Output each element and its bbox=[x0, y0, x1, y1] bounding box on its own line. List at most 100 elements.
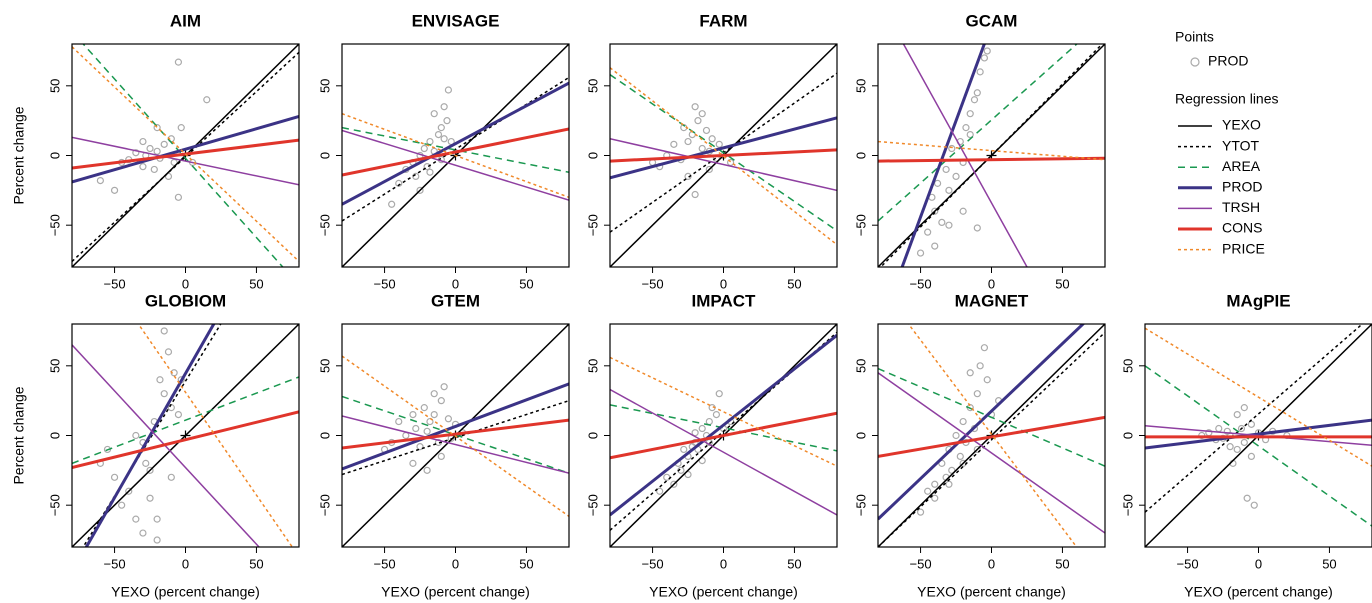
x-axis-label: YEXO (percent change) bbox=[111, 584, 260, 600]
plot-area bbox=[342, 324, 569, 547]
point bbox=[976, 68, 984, 76]
plot-frame bbox=[877, 323, 1106, 548]
x-tick-label: −50 bbox=[1177, 556, 1199, 571]
point bbox=[426, 168, 434, 176]
point bbox=[118, 501, 126, 509]
point bbox=[942, 165, 950, 174]
point bbox=[670, 480, 678, 488]
regression-line bbox=[342, 76, 569, 222]
regression-line bbox=[72, 46, 299, 262]
legend-label: PROD bbox=[1222, 179, 1262, 195]
y-tick-label: 0 bbox=[585, 152, 600, 159]
point bbox=[970, 96, 979, 104]
regression-line bbox=[342, 81, 569, 206]
point bbox=[705, 417, 713, 426]
y-tick-label: −50 bbox=[47, 214, 62, 236]
regression-line bbox=[878, 44, 1105, 267]
y-tick-label: 50 bbox=[585, 79, 600, 93]
point bbox=[139, 163, 147, 171]
panel-title: MAGNET bbox=[955, 291, 1029, 310]
x-tick-label: 50 bbox=[787, 556, 801, 571]
regression-line bbox=[72, 344, 261, 547]
y-tick-label: 0 bbox=[317, 432, 332, 439]
point bbox=[125, 487, 133, 495]
y-axis-label: Percent change bbox=[11, 106, 27, 204]
point bbox=[444, 415, 453, 423]
point bbox=[980, 344, 989, 352]
point bbox=[663, 473, 671, 481]
plot-area bbox=[342, 44, 569, 267]
point bbox=[139, 529, 147, 537]
plot-frame bbox=[1144, 323, 1372, 548]
point bbox=[160, 327, 168, 335]
x-axis-label: YEXO (percent change) bbox=[381, 584, 530, 600]
point bbox=[952, 172, 960, 181]
regression-line bbox=[610, 331, 837, 531]
point bbox=[966, 130, 974, 139]
regression-line bbox=[342, 415, 569, 474]
point bbox=[160, 390, 168, 398]
point bbox=[156, 376, 164, 384]
regression-line bbox=[610, 333, 837, 517]
regression-line bbox=[878, 372, 1105, 534]
regression-line bbox=[342, 129, 569, 201]
point bbox=[174, 58, 183, 66]
point bbox=[423, 163, 431, 171]
point bbox=[132, 149, 140, 157]
point bbox=[153, 515, 161, 523]
legend-label: PRICE bbox=[1222, 240, 1265, 256]
point bbox=[656, 487, 664, 495]
point bbox=[708, 135, 716, 143]
point bbox=[916, 508, 925, 516]
plot-frame bbox=[609, 43, 838, 268]
point bbox=[426, 417, 434, 426]
point bbox=[694, 117, 702, 125]
point bbox=[430, 410, 438, 419]
x-tick-label: 50 bbox=[249, 276, 263, 291]
y-tick-label: −50 bbox=[1120, 494, 1135, 516]
point bbox=[959, 207, 967, 215]
point bbox=[150, 165, 158, 174]
plot-area bbox=[1145, 324, 1372, 547]
x-tick-label: −50 bbox=[374, 556, 396, 571]
point bbox=[1243, 494, 1251, 502]
y-tick-label: 50 bbox=[853, 79, 868, 93]
point bbox=[956, 452, 964, 461]
plot-frame bbox=[609, 323, 838, 548]
point bbox=[684, 137, 692, 146]
point bbox=[945, 221, 953, 229]
plot-area bbox=[878, 324, 1105, 547]
regression-line bbox=[342, 382, 569, 471]
point bbox=[712, 410, 721, 419]
point bbox=[973, 224, 981, 232]
point bbox=[153, 147, 161, 155]
regression-line bbox=[610, 404, 837, 452]
point bbox=[684, 172, 692, 181]
panel-title: ENVISAGE bbox=[412, 11, 500, 30]
regression-line bbox=[342, 127, 569, 177]
regression-line bbox=[1145, 418, 1372, 450]
regression-line bbox=[342, 112, 569, 199]
y-tick-label: 50 bbox=[1120, 359, 1135, 373]
point bbox=[962, 124, 970, 132]
legend-label: YTOT bbox=[1222, 137, 1260, 153]
x-tick-label: 0 bbox=[452, 276, 459, 291]
point bbox=[924, 487, 932, 495]
point bbox=[174, 410, 183, 419]
point bbox=[437, 397, 445, 405]
regression-line bbox=[610, 388, 837, 516]
x-tick-label: 0 bbox=[182, 276, 189, 291]
regression-line bbox=[878, 415, 1105, 458]
regression-line bbox=[72, 376, 299, 465]
point bbox=[698, 110, 706, 118]
y-tick-label: 50 bbox=[47, 359, 62, 373]
point bbox=[1215, 424, 1223, 433]
point bbox=[110, 186, 119, 194]
plot-area bbox=[610, 324, 837, 547]
panel-title: MAgPIE bbox=[1226, 291, 1290, 310]
y-tick-label: −50 bbox=[585, 494, 600, 516]
point bbox=[167, 473, 175, 481]
regression-line bbox=[900, 44, 986, 267]
regression-line bbox=[72, 136, 299, 186]
plot-frame bbox=[71, 43, 300, 268]
